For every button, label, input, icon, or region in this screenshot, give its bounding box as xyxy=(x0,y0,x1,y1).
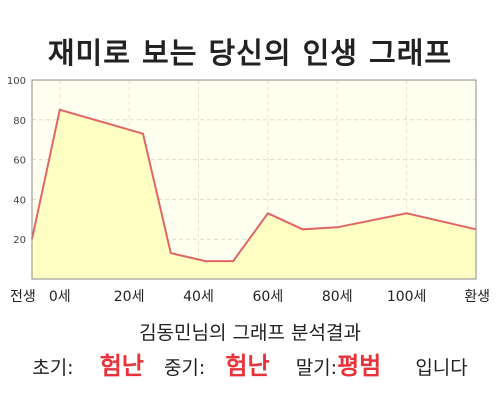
x-tick-label: 40세 xyxy=(183,289,214,305)
plot-frame xyxy=(31,79,477,280)
y-tick-label: 60 xyxy=(13,156,26,167)
chart-title: 재미로 보는 당신의 인생 그래프 xyxy=(47,36,453,70)
result-suffix: 입니다 xyxy=(415,357,468,379)
x-tick-label: 전생 xyxy=(10,289,36,305)
early-phase-label: 초기: xyxy=(32,357,74,379)
life-line xyxy=(31,108,477,263)
x-tick-label: 100세 xyxy=(387,289,427,305)
y-tick-label: 40 xyxy=(13,195,26,206)
x-tick-label: 60세 xyxy=(253,289,284,305)
y-tick-label: 20 xyxy=(13,235,26,246)
early-phase-value: 험난 xyxy=(99,352,144,380)
y-tick-label: 100 xyxy=(7,76,26,87)
x-tick-label: 0세 xyxy=(49,289,71,305)
middle-phase-label: 중기: xyxy=(163,357,206,379)
x-tick-label: 20세 xyxy=(114,289,145,305)
analysis-summary: 김동민님의 그래프 분석결과 xyxy=(139,322,361,344)
late-phase-label: 말기: xyxy=(295,357,338,379)
life-area-fill xyxy=(32,109,476,279)
middle-phase-value: 험난 xyxy=(225,352,270,380)
x-tick-label: 80세 xyxy=(322,289,353,305)
x-tick-label: 환생 xyxy=(464,289,490,305)
analysis-result: 초기: 험난 중기: 험난 말기:평범 입니다 xyxy=(0,346,500,381)
y-tick-label: 80 xyxy=(13,116,26,127)
late-phase-value: 평범 xyxy=(337,352,382,380)
